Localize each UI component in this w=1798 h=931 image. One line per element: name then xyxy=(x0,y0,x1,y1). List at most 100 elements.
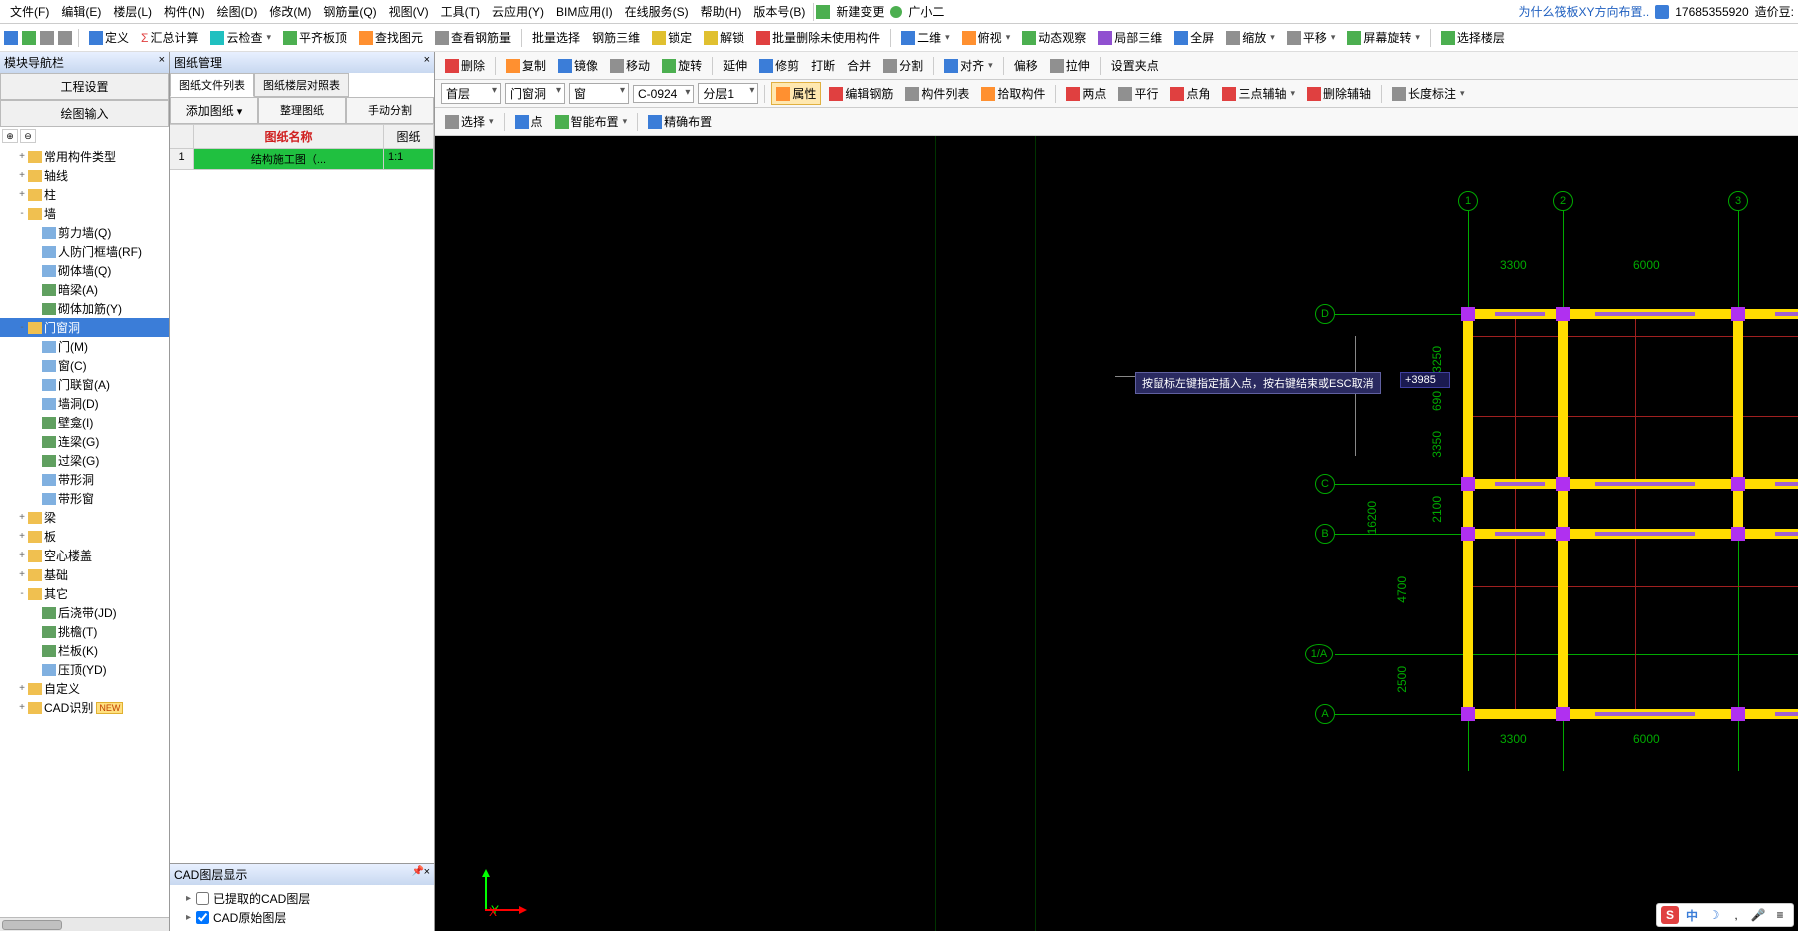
find-btn[interactable]: 查找图元 xyxy=(355,27,427,48)
move-btn[interactable]: 移动 xyxy=(606,55,654,76)
expand-icon[interactable]: + xyxy=(16,569,28,580)
tree-item[interactable]: 门(M) xyxy=(0,337,169,356)
point-angle-btn[interactable]: 点角 xyxy=(1166,83,1214,104)
extracted-layers-checkbox[interactable] xyxy=(196,892,209,905)
view-rebar-btn[interactable]: 查看钢筋量 xyxy=(431,27,515,48)
split-btn[interactable]: 分割 xyxy=(879,55,927,76)
menu-help[interactable]: 帮助(H) xyxy=(695,3,748,20)
select-mode-btn[interactable]: 选择▾ xyxy=(441,111,498,132)
scrollbar-thumb[interactable] xyxy=(2,920,62,930)
drawing-files-tab[interactable]: 图纸文件列表 xyxy=(170,73,254,97)
redo-icon[interactable] xyxy=(58,31,72,45)
tree-item[interactable]: -其它 xyxy=(0,584,169,603)
point-mode-btn[interactable]: 点 xyxy=(511,111,547,132)
undo-icon[interactable] xyxy=(40,31,54,45)
tree-item[interactable]: +基础 xyxy=(0,565,169,584)
tree-item[interactable]: 过梁(G) xyxy=(0,451,169,470)
length-dim-btn[interactable]: 长度标注▾ xyxy=(1388,83,1469,104)
tree-scrollbar[interactable] xyxy=(0,917,169,931)
original-layers-checkbox[interactable] xyxy=(196,911,209,924)
expand-icon[interactable]: + xyxy=(16,189,28,200)
drawing-row[interactable]: 1 结构施工图（... 1:1 xyxy=(170,149,434,170)
expand-icon[interactable]: + xyxy=(16,683,28,694)
expand-all-icon[interactable]: ⊕ xyxy=(2,129,18,143)
extend-btn[interactable]: 延伸 xyxy=(719,55,751,76)
menu-tools[interactable]: 工具(T) xyxy=(435,3,486,20)
menu-view[interactable]: 视图(V) xyxy=(383,3,435,20)
node[interactable] xyxy=(1461,527,1475,541)
tree-item[interactable]: 窗(C) xyxy=(0,356,169,375)
tree-item[interactable]: +轴线 xyxy=(0,166,169,185)
menu-bim[interactable]: BIM应用(I) xyxy=(550,3,619,20)
menu-modify[interactable]: 修改(M) xyxy=(263,3,317,20)
delete-btn[interactable]: 删除 xyxy=(441,55,489,76)
tree-item[interactable]: 砌体加筋(Y) xyxy=(0,299,169,318)
offset-btn[interactable]: 偏移 xyxy=(1010,55,1042,76)
unlock-btn[interactable]: 解锁 xyxy=(700,27,748,48)
category-dropdown[interactable]: 门窗洞 xyxy=(505,83,565,104)
collapse-all-icon[interactable]: ⊖ xyxy=(20,129,36,143)
manual-split-btn[interactable]: 手动分割 xyxy=(346,97,434,124)
node[interactable] xyxy=(1556,527,1570,541)
user-name[interactable]: 17685355920 xyxy=(1675,5,1748,19)
merge-btn[interactable]: 合并 xyxy=(843,55,875,76)
close-icon[interactable]: × xyxy=(424,866,430,878)
node[interactable] xyxy=(1556,707,1570,721)
expand-icon[interactable]: + xyxy=(16,531,28,542)
menu-floor[interactable]: 楼层(L) xyxy=(107,3,158,20)
mirror-btn[interactable]: 镜像 xyxy=(554,55,602,76)
menu-version[interactable]: 版本号(B) xyxy=(747,3,811,20)
beam[interactable] xyxy=(1733,309,1743,539)
cloud-check-btn[interactable]: 云检查▾ xyxy=(206,27,275,48)
menu-file[interactable]: 文件(F) xyxy=(4,3,55,20)
fullscreen-btn[interactable]: 全屏 xyxy=(1170,27,1218,48)
tree-item[interactable]: 人防门框墙(RF) xyxy=(0,242,169,261)
collapse-icon[interactable]: - xyxy=(16,588,28,599)
ime-zh-icon[interactable]: 中 xyxy=(1683,906,1701,924)
2d-btn[interactable]: 二维▾ xyxy=(897,27,954,48)
pin-icon[interactable]: 📌 xyxy=(412,866,424,883)
expand-icon[interactable]: + xyxy=(16,151,28,162)
project-settings-tab[interactable]: 工程设置 xyxy=(0,73,169,100)
lock-btn[interactable]: 锁定 xyxy=(648,27,696,48)
tree-item[interactable]: 墙洞(D) xyxy=(0,394,169,413)
tree-item[interactable]: +梁 xyxy=(0,508,169,527)
break-btn[interactable]: 打断 xyxy=(807,55,839,76)
pick-component-btn[interactable]: 拾取构件 xyxy=(977,83,1049,104)
ime-status-bar[interactable]: S 中 ☽ , 🎤 ≡ xyxy=(1656,903,1794,927)
extracted-layers-item[interactable]: ▸ 已提取的CAD图层 xyxy=(174,889,430,908)
edit-rebar-btn[interactable]: 编辑钢筋 xyxy=(825,83,897,104)
expand-icon[interactable]: + xyxy=(16,512,28,523)
node[interactable] xyxy=(1731,707,1745,721)
copy-btn[interactable]: 复制 xyxy=(502,55,550,76)
close-icon[interactable]: × xyxy=(424,54,430,66)
floor-dropdown[interactable]: 首层 xyxy=(441,83,501,104)
menu-draw[interactable]: 绘图(D) xyxy=(211,3,264,20)
two-point-btn[interactable]: 两点 xyxy=(1062,83,1110,104)
node[interactable] xyxy=(1556,307,1570,321)
align-slab-btn[interactable]: 平齐板顶 xyxy=(279,27,351,48)
beam[interactable] xyxy=(1463,309,1473,719)
expand-icon[interactable]: + xyxy=(16,702,28,713)
collapse-icon[interactable]: - xyxy=(16,322,28,333)
tree-item[interactable]: +常用构件类型 xyxy=(0,147,169,166)
tree-item[interactable]: 带形洞 xyxy=(0,470,169,489)
tree-item[interactable]: 连梁(G) xyxy=(0,432,169,451)
define-btn[interactable]: 定义 xyxy=(85,27,133,48)
node[interactable] xyxy=(1731,307,1745,321)
rebar-3d-btn[interactable]: 钢筋三维 xyxy=(588,27,644,48)
hint-link[interactable]: 为什么筏板XY方向布置.. xyxy=(1519,3,1650,20)
menu-rebar[interactable]: 钢筋量(Q) xyxy=(317,3,382,20)
top-view-btn[interactable]: 俯视▾ xyxy=(958,27,1015,48)
node[interactable] xyxy=(1731,477,1745,491)
xiaoer-btn[interactable]: 广小二 xyxy=(902,3,950,20)
tree-item[interactable]: 壁龛(I) xyxy=(0,413,169,432)
node[interactable] xyxy=(1461,707,1475,721)
tree-item[interactable]: +柱 xyxy=(0,185,169,204)
rotate-btn[interactable]: 旋转 xyxy=(658,55,706,76)
precise-place-btn[interactable]: 精确布置 xyxy=(644,111,716,132)
delete-axis-btn[interactable]: 删除辅轴 xyxy=(1303,83,1375,104)
ime-moon-icon[interactable]: ☽ xyxy=(1705,906,1723,924)
organize-drawing-btn[interactable]: 整理图纸 xyxy=(258,97,346,124)
properties-btn[interactable]: 属性 xyxy=(771,82,821,105)
